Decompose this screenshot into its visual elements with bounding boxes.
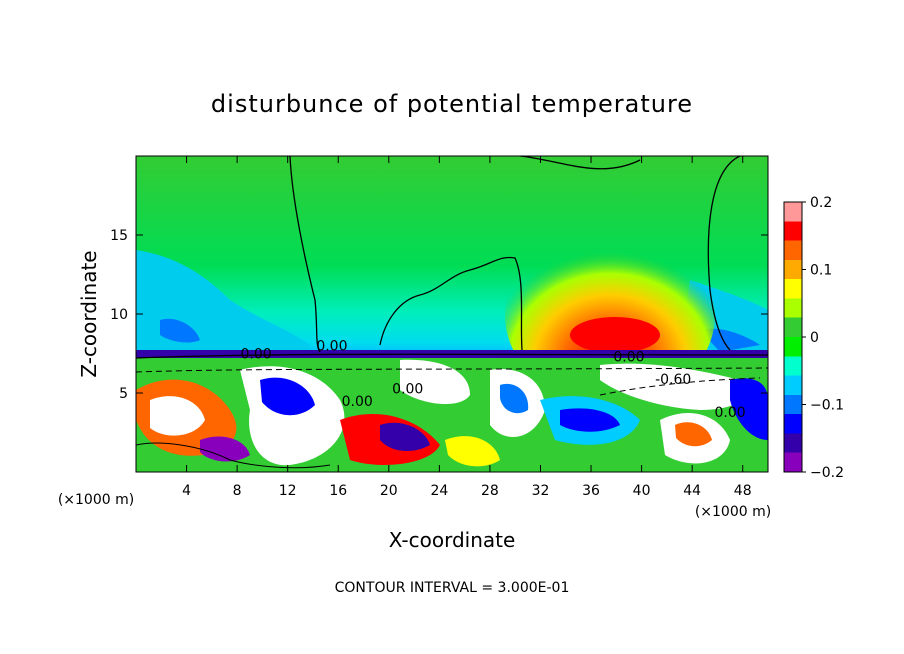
colorbar-ticks: 0.2 0.1 0 −0.1 −0.2	[802, 195, 844, 481]
contour-line-6	[136, 367, 768, 373]
field-warm-core	[570, 317, 660, 353]
plot-area	[136, 156, 768, 472]
field-blue-patch-right	[700, 328, 760, 352]
contour-label: 0.00	[392, 381, 423, 397]
field-swirl-14	[675, 422, 712, 447]
x-tick-label: 12	[279, 483, 297, 499]
x-axis-ticks: 4 8 12 16 20 24 28 32 36 40 44 48	[182, 156, 752, 499]
y-tick-label: 10	[110, 307, 128, 323]
field-swirl-16	[445, 436, 500, 467]
x-tick-label: 32	[532, 483, 550, 499]
field-blue-patch-left	[160, 318, 200, 343]
y-axis-label: Z-coordinate	[77, 250, 101, 377]
field-swirl-11	[560, 408, 620, 432]
x-axis-label: X-coordinate	[389, 528, 516, 552]
colorbar-tick-label: 0.2	[810, 195, 832, 211]
contour-interval-footer: CONTOUR INTERVAL = 3.000E-01	[335, 580, 570, 596]
contour-line-1	[289, 156, 321, 353]
field-swirl-6	[380, 422, 430, 452]
x-tick-label: 20	[380, 483, 398, 499]
field-swirl-12	[600, 363, 746, 410]
contour-label: 0.00	[342, 394, 373, 410]
chart-title: disturbunce of potential temperature	[211, 90, 693, 118]
x-tick-label: 48	[734, 483, 752, 499]
colorbar-tick-label: 0.1	[810, 263, 832, 279]
colorbar-tick-label: 0	[810, 330, 819, 346]
contour-label: 0.00	[240, 347, 271, 363]
contour-line-8	[136, 442, 331, 469]
contour-label: 0.00	[714, 405, 745, 421]
x-tick-label: 36	[582, 483, 600, 499]
field-swirl-2	[150, 396, 205, 436]
contour-line-4	[707, 156, 741, 351]
y-axis-unit: (×1000 m)	[58, 492, 134, 508]
x-axis-unit: (×1000 m)	[695, 504, 771, 520]
contour-line-3	[379, 256, 523, 351]
x-tick-label: 28	[481, 483, 499, 499]
y-tick-label: 5	[119, 386, 128, 402]
x-tick-label: 8	[233, 483, 242, 499]
y-axis-ticks: 5 10 15	[110, 228, 768, 402]
x-tick-label: 16	[329, 483, 347, 499]
field-swirl-9	[500, 383, 529, 414]
x-tick-label: 24	[430, 483, 448, 499]
x-tick-label: 4	[182, 483, 191, 499]
contour-line-2	[519, 156, 641, 170]
contour-label: -0.60	[655, 372, 691, 388]
contour-label: 0.00	[316, 339, 347, 355]
colorbar-tick-label: −0.1	[810, 398, 844, 414]
x-tick-label: 44	[683, 483, 701, 499]
y-tick-label: 15	[110, 228, 128, 244]
field-swirl-7	[400, 359, 470, 405]
field-swirl-4	[260, 377, 315, 416]
contour-label: 0.00	[613, 350, 644, 366]
contour-labels: 0.00 0.00 0.00 0.00 0.00 -0.60 0.00	[240, 339, 745, 421]
contour-line-5	[136, 353, 768, 359]
x-tick-label: 40	[633, 483, 651, 499]
colorbar	[783, 201, 803, 473]
colorbar-tick-label: −0.2	[810, 465, 844, 481]
field-swirl-17	[200, 436, 250, 462]
contour-line-7	[599, 377, 761, 396]
field-swirl-15	[730, 378, 768, 440]
